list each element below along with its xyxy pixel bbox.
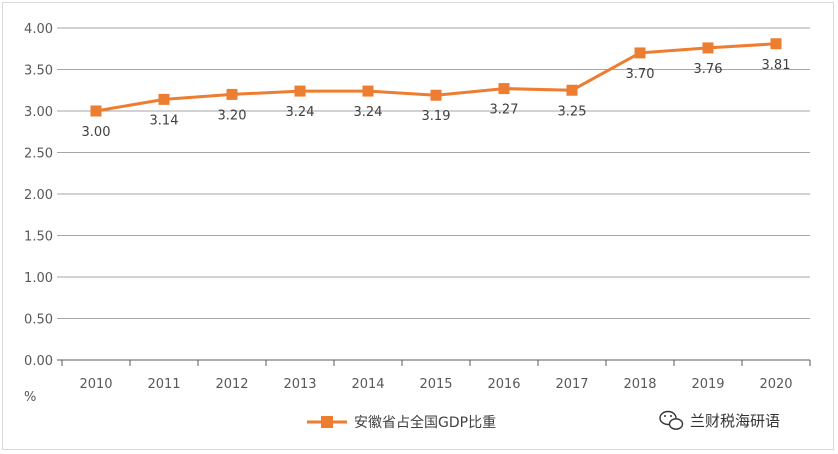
- data-point: [634, 47, 646, 59]
- x-tick-label: 2010: [79, 377, 112, 392]
- series-path: [95, 42, 777, 113]
- x-tick-label: 2015: [419, 377, 452, 392]
- y-tick-label: 3.00: [24, 105, 53, 120]
- data-label: 3.19: [422, 109, 451, 124]
- data-point: [294, 85, 306, 97]
- data-point: [158, 93, 170, 105]
- y-axis-ticks: 0.00 0.50 1.00 1.50 2.00 2.50 3.00 3.50 4.00: [24, 22, 53, 369]
- data-point: [226, 88, 238, 100]
- data-label: 3.20: [218, 108, 247, 123]
- data-label: 3.24: [354, 105, 383, 120]
- data-point: [702, 42, 714, 54]
- y-tick-label: 1.50: [24, 230, 53, 245]
- x-tick-label: 2016: [487, 377, 520, 392]
- data-label: 3.81: [762, 58, 791, 73]
- data-point: [498, 83, 510, 95]
- y-tick-label: 3.50: [24, 64, 53, 79]
- legend-label: 安徽省占全国GDP比重: [354, 414, 496, 431]
- data-labels: 3.00 3.14 3.20 3.24 3.24 3.19 3.27 3.25 3.70 3.76…: [82, 58, 791, 140]
- x-tick-label: 2013: [283, 377, 316, 392]
- series-line: [90, 38, 782, 117]
- watermark: 兰财税海研语: [659, 410, 780, 430]
- chart-frame: [2, 2, 834, 450]
- data-point: [770, 38, 782, 50]
- legend-marker-swatch: [321, 416, 333, 428]
- data-label: 3.70: [626, 67, 655, 82]
- y-tick-label: 4.00: [24, 22, 53, 37]
- watermark-text: 兰财税海研语: [690, 412, 780, 430]
- y-tick-label: 2.50: [24, 147, 53, 162]
- y-tick-label: 0.00: [24, 354, 53, 369]
- data-point: [362, 85, 374, 97]
- x-tick-label: 2014: [351, 377, 384, 392]
- data-point: [430, 89, 442, 101]
- data-label: 3.14: [150, 113, 179, 128]
- data-point: [90, 105, 102, 117]
- legend: 安徽省占全国GDP比重: [307, 414, 496, 431]
- x-tick-label: 2020: [759, 377, 792, 392]
- x-tick-label: 2019: [691, 377, 724, 392]
- x-tick-label: 2012: [215, 377, 248, 392]
- y-tick-label: 1.00: [24, 271, 53, 286]
- y-tick-label: 0.50: [24, 313, 53, 328]
- data-label: 3.25: [558, 104, 587, 119]
- data-point: [566, 84, 578, 96]
- x-tick-label: 2018: [623, 377, 656, 392]
- gridlines: [57, 27, 810, 361]
- x-tick-label: 2017: [555, 377, 588, 392]
- wechat-icon: [659, 410, 684, 430]
- x-tick-label: 2011: [147, 377, 180, 392]
- data-label: 3.24: [286, 105, 315, 120]
- data-label: 3.76: [694, 62, 723, 77]
- data-label: 3.00: [82, 125, 111, 140]
- y-axis-label: %: [24, 390, 36, 405]
- y-tick-label: 2.00: [24, 188, 53, 203]
- data-label: 3.27: [490, 103, 519, 118]
- x-axis: 2010 2011 2012 2013 2014 2015 2016 2017 2018 2019…: [61, 360, 811, 392]
